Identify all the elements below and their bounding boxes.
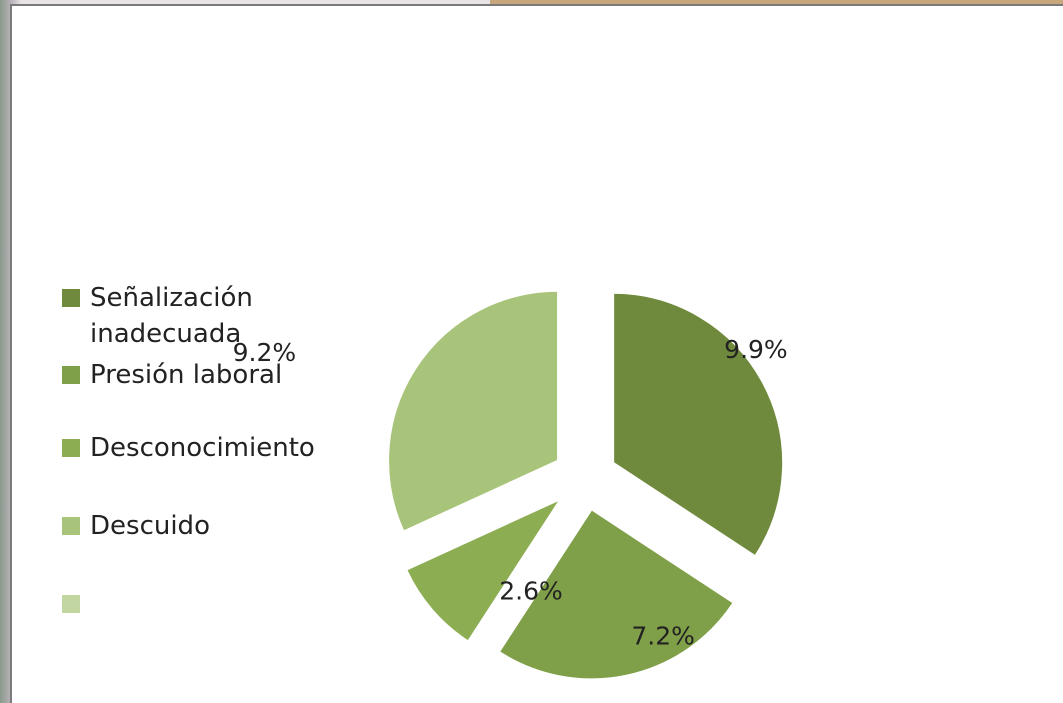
- legend-label: Señalización inadecuada: [90, 280, 345, 352]
- data-label: 9.9%: [724, 335, 788, 364]
- screen: 9.9%7.2%2.6%9.2% Señalización inadecuada…: [0, 0, 1063, 703]
- legend-swatch: [62, 595, 80, 613]
- pie-slice: [613, 293, 783, 556]
- legend-swatch: [62, 439, 80, 457]
- legend-swatch: [62, 517, 80, 535]
- legend-label: Desconocimiento: [90, 430, 345, 466]
- pie-slice: [388, 291, 558, 532]
- legend-label: Descuido: [90, 508, 345, 544]
- data-label: 2.6%: [499, 577, 563, 606]
- legend-item: Señalización inadecuada: [62, 280, 345, 352]
- legend-item: [62, 586, 345, 613]
- legend-item: Presión laboral: [62, 357, 345, 393]
- legend-item: Desconocimiento: [62, 430, 345, 466]
- legend-item: Descuido: [62, 508, 345, 544]
- legend-label: Presión laboral: [90, 357, 345, 393]
- legend-swatch: [62, 289, 80, 307]
- data-label: 7.2%: [631, 621, 695, 650]
- legend-swatch: [62, 366, 80, 384]
